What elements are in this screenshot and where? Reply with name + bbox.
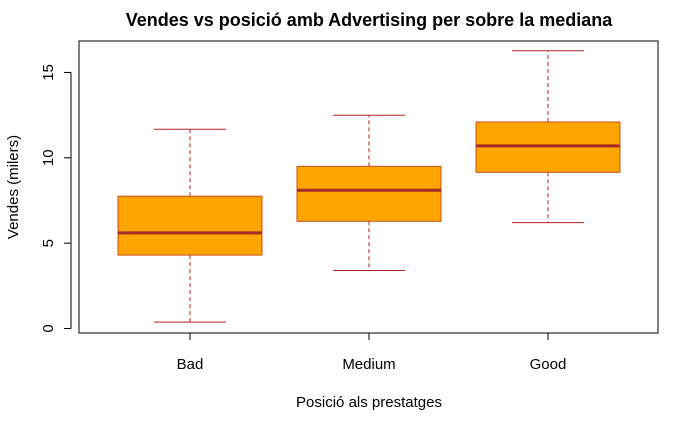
y-tick-label: 0 — [40, 324, 57, 332]
box-bad — [117, 128, 263, 323]
x-tick-label: Bad — [177, 356, 204, 373]
box-medium — [296, 114, 442, 271]
y-tick-label: 5 — [40, 239, 57, 247]
y-axis: 0 5 10 15 — [40, 64, 72, 333]
y-tick-label: 15 — [40, 64, 57, 81]
y-axis-label: Vendes (milers) — [5, 135, 22, 239]
x-tick-label: Good — [530, 356, 567, 373]
x-tick-label: Medium — [342, 356, 395, 373]
x-axis-label: Posició als prestatges — [296, 394, 442, 411]
y-tick-label: 10 — [40, 149, 57, 166]
x-axis: Bad Medium Good — [177, 332, 567, 373]
box-good — [475, 50, 621, 224]
box-iqr — [117, 195, 263, 256]
chart-title: Vendes vs posició amb Advertising per so… — [126, 10, 613, 30]
box-iqr — [296, 165, 442, 222]
box-group — [117, 50, 621, 323]
